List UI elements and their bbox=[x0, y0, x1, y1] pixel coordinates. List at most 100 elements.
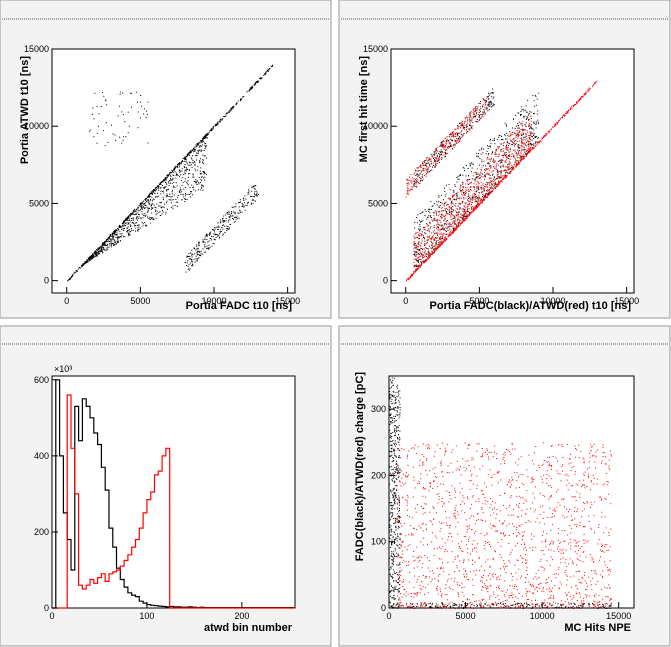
data-point bbox=[393, 580, 395, 582]
data-point bbox=[500, 150, 502, 152]
data-point bbox=[491, 190, 493, 192]
data-point bbox=[451, 208, 453, 210]
data-point bbox=[397, 582, 398, 583]
data-point bbox=[460, 216, 462, 218]
data-point bbox=[172, 186, 174, 188]
data-point bbox=[228, 217, 230, 219]
data-point bbox=[462, 218, 464, 220]
data-point bbox=[192, 160, 194, 161]
data-point bbox=[463, 167, 465, 169]
data-point bbox=[201, 142, 203, 144]
data-point bbox=[470, 120, 471, 122]
data-point bbox=[415, 264, 417, 266]
data-point bbox=[578, 100, 580, 102]
data-point bbox=[417, 246, 419, 248]
data-point bbox=[202, 159, 204, 161]
data-point bbox=[193, 181, 195, 182]
data-point bbox=[424, 160, 425, 162]
x-tick-label: 10000 bbox=[540, 296, 565, 306]
data-point bbox=[444, 156, 446, 158]
data-point bbox=[454, 204, 456, 206]
data-point bbox=[141, 105, 143, 107]
data-point bbox=[525, 122, 527, 124]
data-point bbox=[451, 224, 453, 226]
data-point bbox=[526, 138, 528, 140]
data-point bbox=[490, 166, 492, 168]
data-point bbox=[122, 228, 124, 230]
data-point bbox=[459, 196, 461, 198]
data-point bbox=[452, 232, 454, 234]
data-point bbox=[475, 109, 477, 111]
data-point bbox=[506, 172, 508, 173]
data-point bbox=[469, 124, 471, 125]
data-point bbox=[538, 141, 540, 142]
data-point bbox=[439, 245, 441, 247]
data-point bbox=[458, 223, 460, 225]
data-point bbox=[151, 196, 153, 198]
data-point bbox=[576, 100, 578, 102]
data-point bbox=[200, 158, 202, 160]
data-point bbox=[462, 215, 464, 217]
data-point bbox=[186, 265, 188, 266]
data-point bbox=[143, 206, 145, 208]
data-point bbox=[497, 172, 499, 174]
data-point bbox=[536, 113, 538, 115]
data-point bbox=[555, 124, 557, 126]
data-point bbox=[117, 236, 119, 238]
data-point bbox=[193, 149, 195, 151]
data-point bbox=[98, 251, 100, 253]
data-point bbox=[421, 262, 422, 264]
data-point bbox=[391, 555, 393, 557]
data-point bbox=[487, 110, 489, 112]
data-point bbox=[87, 261, 89, 263]
data-point bbox=[398, 520, 400, 522]
data-point bbox=[520, 160, 522, 162]
data-point bbox=[459, 136, 461, 138]
data-point bbox=[468, 116, 470, 118]
data-point bbox=[422, 178, 424, 180]
data-point bbox=[266, 69, 268, 71]
data-point bbox=[117, 229, 119, 231]
data-point bbox=[451, 202, 453, 203]
data-point bbox=[452, 133, 454, 135]
data-point bbox=[212, 128, 214, 130]
data-point bbox=[522, 128, 523, 130]
data-point bbox=[532, 147, 534, 149]
data-point bbox=[192, 261, 194, 263]
data-point bbox=[437, 146, 439, 148]
data-point bbox=[161, 182, 163, 183]
data-point bbox=[444, 141, 446, 142]
data-point bbox=[169, 193, 171, 195]
data-point bbox=[422, 220, 424, 222]
data-point bbox=[459, 140, 460, 142]
data-point bbox=[148, 194, 150, 196]
data-point bbox=[431, 238, 433, 239]
data-point bbox=[473, 207, 474, 209]
data-point bbox=[439, 155, 440, 157]
data-point bbox=[208, 248, 210, 250]
data-point bbox=[162, 210, 163, 212]
data-point bbox=[439, 236, 441, 238]
data-point bbox=[416, 269, 418, 271]
data-point bbox=[500, 143, 502, 145]
data-point bbox=[483, 171, 485, 173]
data-point bbox=[440, 194, 442, 196]
data-point bbox=[465, 183, 467, 185]
data-point bbox=[452, 210, 454, 212]
data-point bbox=[525, 135, 527, 137]
data-point bbox=[440, 142, 442, 144]
data-point bbox=[457, 215, 459, 217]
data-point bbox=[475, 177, 477, 179]
data-point bbox=[588, 88, 590, 90]
data-point bbox=[94, 251, 96, 253]
data-point bbox=[208, 133, 210, 135]
data-point bbox=[489, 189, 490, 191]
data-point bbox=[486, 190, 488, 192]
data-point bbox=[449, 146, 451, 147]
data-point bbox=[478, 195, 480, 197]
data-point bbox=[456, 135, 458, 137]
data-point bbox=[447, 233, 449, 235]
data-point bbox=[486, 158, 488, 160]
data-point bbox=[119, 224, 121, 226]
data-point bbox=[151, 208, 153, 209]
